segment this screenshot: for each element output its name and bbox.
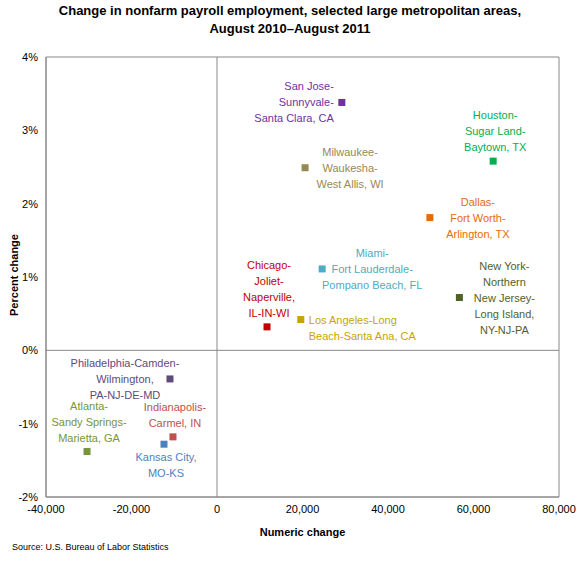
svg-text:40,000: 40,000 xyxy=(371,503,405,515)
svg-text:-1%: -1% xyxy=(18,418,38,430)
svg-text:-20,000: -20,000 xyxy=(113,503,150,515)
svg-text:Atlanta-Sandy Springs-Marietta: Atlanta-Sandy Springs-Marietta, GA xyxy=(51,400,127,444)
svg-text:3%: 3% xyxy=(22,124,38,136)
svg-text:Los Angeles-LongBeach-Santa An: Los Angeles-LongBeach-Santa Ana, CA xyxy=(309,314,417,342)
svg-text:20,000: 20,000 xyxy=(286,503,320,515)
html-text:Source: U.S. Bureau of Labor S: Source: U.S. Bureau of Labor Statistics xyxy=(12,542,169,552)
svg-text:Milwaukee-Waukesha-West Allis,: Milwaukee-Waukesha-West Allis, WI xyxy=(317,146,384,190)
svg-text:1%: 1% xyxy=(22,271,38,283)
svg-text:-2%: -2% xyxy=(18,491,38,503)
svg-text:San Jose-Sunnyvale-Santa Clara: San Jose-Sunnyvale-Santa Clara, CA xyxy=(254,80,334,124)
svg-text:0: 0 xyxy=(214,503,220,515)
svg-text:Indianapolis-Carmel, IN: Indianapolis-Carmel, IN xyxy=(144,401,207,429)
html-text:Numeric change: Numeric change xyxy=(259,526,346,538)
svg-text:80,000: 80,000 xyxy=(542,503,572,515)
svg-text:-40,000: -40,000 xyxy=(27,503,64,515)
svg-text:Miami-Fort Lauderdale-Pompano: Miami-Fort Lauderdale-Pompano Beach, FL xyxy=(322,247,422,291)
svg-text:Philadelphia-Camden-Wilmington: Philadelphia-Camden-Wilmington,PA-NJ-DE-… xyxy=(71,357,180,401)
svg-text:2%: 2% xyxy=(22,198,38,210)
svg-text:0%: 0% xyxy=(22,344,38,356)
html-text:Change in nonfarm payroll empl: Change in nonfarm payroll employment, se… xyxy=(58,3,522,36)
html-text:Percent change: Percent change xyxy=(8,234,20,316)
svg-text:New York-NorthernNew Jersey-Lo: New York-NorthernNew Jersey-Long Island,… xyxy=(474,260,535,336)
svg-text:Houston-Sugar Land-Baytown, TX: Houston-Sugar Land-Baytown, TX xyxy=(464,109,527,153)
svg-text:4%: 4% xyxy=(22,51,38,63)
svg-text:60,000: 60,000 xyxy=(457,503,491,515)
svg-text:Kansas City,MO-KS: Kansas City,MO-KS xyxy=(136,451,197,479)
svg-text:Chicago-Joliet-Naperville,IL-I: Chicago-Joliet-Naperville,IL-IN-WI xyxy=(243,259,295,319)
svg-text:Dallas-Fort Worth-Arlington, T: Dallas-Fort Worth-Arlington, TX xyxy=(446,196,510,240)
